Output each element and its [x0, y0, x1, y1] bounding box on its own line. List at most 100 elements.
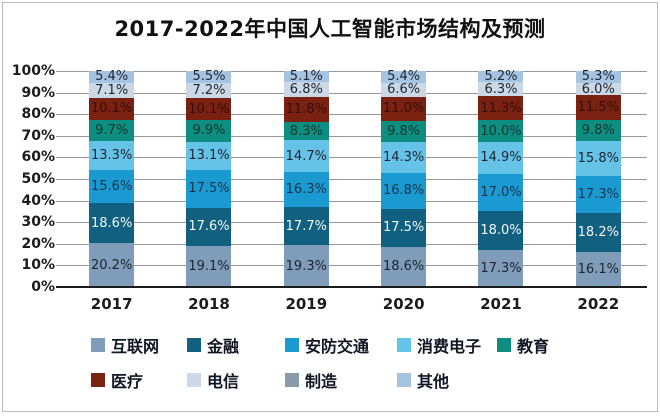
gridline — [56, 243, 647, 245]
segment-消费电子-2022: 15.8% — [575, 141, 621, 176]
segment-label: 18.6% — [382, 259, 425, 275]
x-tick-label-2018: 2018 — [188, 295, 230, 313]
segment-label: 11.0% — [382, 101, 425, 117]
segment-互联网-2017: 20.2% — [89, 243, 135, 287]
legend-label: 电信 — [207, 372, 240, 391]
segment-消费电子-2017: 13.3% — [89, 140, 135, 170]
segment-教育-2018: 9.9% — [186, 120, 232, 142]
bar-2020: 18.6% 17.5% 16.8% 14.3% 9.8% 11.0% 6.6% 5.4% — [381, 70, 427, 287]
segment-label: 6.0% — [581, 81, 615, 97]
segment-label: 17.7% — [285, 218, 327, 234]
segment-电信-2017: 7.1% — [89, 82, 135, 99]
segment-label: 18.2% — [577, 225, 619, 241]
gridline — [56, 179, 647, 180]
bar-2021: 17.3% 18.0% 17.0% 14.9% 10.0% 11.3% 6.3% 5.2% — [478, 69, 524, 287]
bar-2019: 19.3% 17.7% 16.3% 14.7% 8.3% 11.8% 6.8% 5.1% — [283, 70, 329, 287]
segment-label: 6.6% — [387, 82, 421, 98]
segment-label: 5.4% — [95, 69, 129, 85]
segment-label: 16.1% — [577, 262, 619, 278]
gridline — [56, 222, 647, 224]
legend-item-教育: 教育 — [497, 333, 567, 357]
segment-安防交通-2019: 16.3% — [283, 171, 329, 208]
y-tick-label: 80% — [21, 106, 55, 123]
segment-label: 6.3% — [484, 81, 518, 97]
segment-金融-2017: 18.6% — [89, 203, 135, 244]
y-tick-label: 60% — [21, 149, 55, 166]
segment-label: 13.3% — [91, 147, 133, 163]
segment-其他-2018: 5.5% — [186, 69, 232, 85]
legend-item-制造: 制造 — [285, 368, 397, 392]
gridline — [56, 265, 647, 267]
segment-金融-2019: 17.7% — [283, 207, 329, 246]
segment-其他-2022: 5.3% — [575, 70, 621, 83]
gridline — [56, 71, 647, 72]
segment-label: 16.8% — [382, 183, 425, 199]
segment-label: 7.1% — [95, 82, 129, 98]
segment-label: 5.5% — [192, 69, 226, 85]
y-tick-label: 0% — [31, 279, 55, 295]
segment-label: 14.7% — [285, 148, 327, 164]
plot-area: 20.2% 18.6% 15.6% 13.3% 9.7% 10.1% 7.1% 5.4% 19.… — [56, 69, 647, 288]
gridline — [56, 157, 647, 159]
legend-swatch — [91, 373, 105, 387]
x-tick-label-2019: 2019 — [285, 295, 328, 313]
segment-教育-2020: 9.8% — [381, 120, 427, 142]
legend-label: 消费电子 — [417, 337, 482, 356]
x-tick-label-2020: 2020 — [382, 295, 425, 313]
segment-label: 14.3% — [382, 149, 425, 165]
legend-item-医疗: 医疗 — [91, 368, 187, 392]
segment-互联网-2022: 16.1% — [575, 252, 621, 287]
legend-label: 其他 — [417, 372, 450, 391]
segment-label: 11.8% — [285, 101, 327, 117]
segment-互联网-2021: 17.3% — [478, 249, 524, 287]
legend-swatch — [187, 338, 201, 352]
x-axis-labels: 2017 2018 2019 2020 2021 2022 — [63, 295, 647, 313]
segment-label: 11.5% — [577, 100, 619, 116]
segment-label: 17.6% — [188, 219, 230, 235]
segment-label: 18.0% — [480, 222, 522, 238]
y-tick-label: 50% — [21, 171, 55, 187]
segment-医疗-2018: 10.1% — [186, 98, 232, 121]
legend-item-金融: 金融 — [187, 333, 285, 357]
legend-swatch — [397, 338, 411, 352]
segment-互联网-2020: 18.6% — [381, 246, 427, 287]
legend-item-互联网: 互联网 — [91, 333, 187, 357]
y-tick-label: 30% — [21, 214, 55, 231]
legend-swatch — [187, 373, 201, 387]
legend-swatch — [285, 373, 299, 387]
segment-消费电子-2018: 13.1% — [186, 141, 232, 170]
segment-label: 7.2% — [192, 83, 226, 99]
segment-label: 15.8% — [577, 151, 619, 167]
bars-layer: 20.2% 18.6% 15.6% 13.3% 9.7% 10.1% 7.1% 5.4% 19.… — [63, 69, 647, 287]
segment-label: 11.3% — [480, 100, 522, 116]
segment-医疗-2017: 10.1% — [89, 98, 135, 120]
y-tick-label: 20% — [21, 235, 55, 252]
chart-frame: 2017-2022年中国人工智能市场结构及预测 20.2% 18.6% 15.6% 1… — [2, 2, 658, 412]
legend-swatch — [285, 338, 299, 352]
segment-医疗-2021: 11.3% — [478, 95, 524, 121]
legend-swatch — [91, 338, 105, 352]
bar-2018: 19.1% 17.6% 17.5% 13.1% 9.9% 10.1% 7.2% 5.5% — [186, 69, 232, 287]
segment-label: 19.1% — [188, 258, 230, 274]
segment-教育-2019: 8.3% — [283, 122, 329, 141]
segment-电信-2019: 6.8% — [283, 81, 329, 97]
segment-label: 17.0% — [480, 184, 522, 200]
segment-label: 5.2% — [484, 69, 518, 85]
segment-label: 10.1% — [188, 101, 230, 117]
segment-互联网-2019: 19.3% — [283, 245, 329, 287]
segment-安防交通-2021: 17.0% — [478, 174, 524, 211]
y-tick-label: 70% — [21, 127, 55, 144]
segment-label: 6.8% — [289, 81, 323, 97]
x-axis-line — [56, 286, 647, 288]
gridline — [56, 135, 647, 137]
chart-title: 2017-2022年中国人工智能市场结构及预测 — [114, 17, 546, 41]
segment-label: 10.1% — [91, 101, 133, 117]
segment-安防交通-2018: 17.5% — [186, 169, 232, 208]
legend-swatch — [397, 373, 411, 387]
segment-教育-2021: 10.0% — [478, 120, 524, 142]
segment-电信-2022: 6.0% — [575, 81, 621, 97]
segment-其他-2019: 5.1% — [283, 70, 329, 83]
segment-消费电子-2021: 14.9% — [478, 141, 524, 175]
y-tick-label: 40% — [21, 192, 55, 209]
segment-金融-2020: 17.5% — [381, 209, 427, 247]
